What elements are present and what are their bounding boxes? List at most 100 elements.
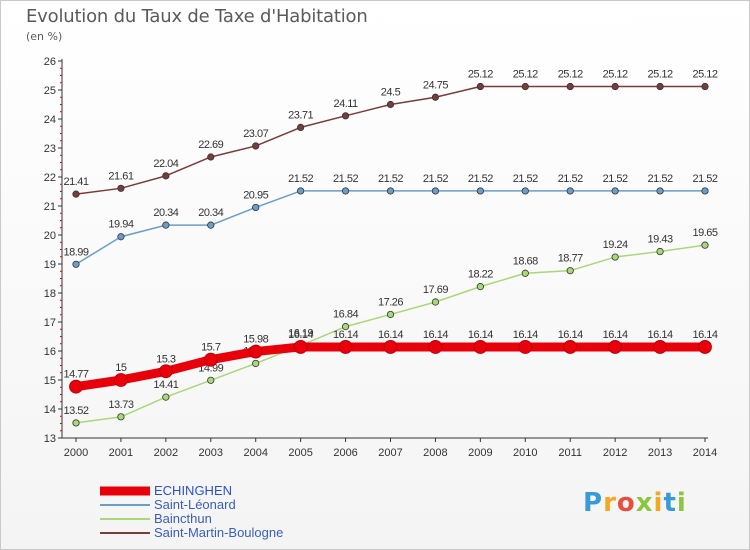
series-saint-l-onard: 18.99 19.94 20.34 20.34 20.95 21.52 21.52 21.52… [63, 173, 718, 268]
x-tick-label: 2011 [558, 447, 582, 459]
data-point [521, 187, 529, 195]
data-label: 15 [115, 362, 127, 374]
data-label: 25.12 [558, 69, 583, 81]
data-point [698, 340, 712, 354]
x-tick-label: 2012 [603, 447, 627, 459]
data-label: 16.14 [692, 329, 717, 341]
series-echinghen: 14.77 15 15.3 15.7 15.98 16.14 16.14 16.14 16.14… [63, 329, 718, 394]
legend-item-saint-martin-boulogne: Saint-Martin-Boulogne [100, 526, 360, 540]
data-point [117, 233, 125, 241]
x-tick-label: 2000 [64, 447, 88, 459]
data-label: 22.04 [153, 158, 178, 170]
brand-logo: Proxiti [583, 488, 687, 518]
x-tick-label: 2004 [243, 447, 267, 459]
legend-item-echinghen: ECHINGHEN [100, 484, 360, 498]
data-point [566, 187, 574, 195]
data-label: 17.26 [378, 296, 403, 308]
data-label: 18.99 [63, 246, 88, 258]
y-tick-label: 16 [44, 346, 56, 358]
brand-letter: i [676, 488, 687, 518]
y-tick-label: 21 [44, 201, 56, 213]
data-label: 18.68 [513, 255, 538, 267]
data-label: 16.84 [333, 309, 358, 321]
series-baincthun: 13.5213.7314.4114.9915.5716.1916.8417.26… [63, 227, 718, 427]
data-label: 16.14 [288, 329, 313, 341]
legend-swatch [100, 504, 150, 506]
data-point [473, 340, 488, 354]
data-point [521, 82, 529, 91]
chart-subtitle: (en %) [26, 30, 63, 43]
data-point [117, 413, 125, 421]
data-point [653, 340, 667, 354]
data-label: 17.69 [423, 284, 448, 296]
data-label: 15.3 [156, 353, 176, 365]
y-tick-label: 20 [44, 230, 56, 242]
data-label: 16.19 [288, 327, 313, 339]
data-point [293, 340, 308, 354]
data-label: 21.52 [423, 173, 448, 185]
x-tick-label: 2002 [154, 447, 178, 459]
data-label: 16.14 [378, 329, 403, 341]
y-tick-label: 14 [44, 404, 56, 416]
data-point [248, 344, 263, 359]
data-point [563, 340, 578, 354]
legend-swatch [100, 518, 150, 520]
data-point [162, 172, 170, 180]
data-point [656, 187, 664, 195]
y-tick-label: 25 [44, 85, 56, 97]
x-tick-label: 2014 [693, 447, 717, 459]
data-point [701, 241, 709, 249]
legend-item-baincthun: Baincthun [100, 512, 360, 526]
brand-letter: o [616, 488, 636, 518]
y-tick-label: 24 [44, 114, 56, 126]
data-point [252, 142, 260, 150]
data-point [386, 187, 395, 195]
chart-title: Evolution du Taux de Taxe d'Habitation [26, 6, 368, 27]
data-point [476, 82, 484, 91]
data-point [383, 340, 398, 354]
data-point [338, 340, 353, 354]
data-point [386, 100, 395, 109]
data-label: 21.52 [513, 173, 538, 185]
data-label: 19.94 [108, 219, 133, 231]
data-label: 16.14 [468, 329, 493, 341]
data-label: 23.71 [288, 109, 313, 121]
data-point [611, 82, 619, 91]
data-label: 19.65 [692, 227, 717, 239]
data-label: 19.43 [648, 234, 673, 246]
brand-letter: r [603, 488, 617, 518]
data-point [701, 82, 709, 91]
data-label: 21.41 [63, 176, 88, 188]
legend: ECHINGHEN Saint-Léonard Baincthun Saint-Mar… [100, 484, 360, 540]
data-label: 21.52 [692, 173, 717, 185]
data-point [252, 359, 260, 368]
data-label: 23.07 [243, 128, 268, 140]
x-tick-label: 2005 [288, 447, 312, 459]
data-point [611, 187, 619, 195]
data-label: 16.14 [603, 329, 628, 341]
y-tick-label: 17 [44, 317, 56, 329]
data-point [566, 267, 574, 275]
data-point [72, 190, 80, 198]
legend-label: Baincthun [154, 511, 212, 526]
x-tick-label: 2008 [423, 447, 447, 459]
data-label: 16.14 [423, 329, 448, 341]
x-tick-label: 2007 [378, 447, 402, 459]
data-point [69, 379, 83, 394]
data-point [521, 269, 529, 277]
data-label: 21.52 [378, 173, 403, 185]
series-saint-martin-boulogne: 21.41 21.61 22.04 22.69 23.07 23.71 24.11 24.5 2… [63, 69, 718, 198]
data-point [117, 184, 125, 192]
data-label: 25.12 [513, 69, 538, 81]
data-point [203, 352, 218, 367]
data-point [431, 298, 440, 306]
data-label: 18.22 [468, 269, 493, 281]
data-point [386, 310, 395, 319]
legend-item-saint-l-onard: Saint-Léonard [100, 498, 360, 512]
data-point [701, 187, 709, 195]
data-label: 20.34 [198, 207, 223, 219]
data-label: 20.95 [243, 189, 268, 201]
data-point [656, 247, 664, 256]
